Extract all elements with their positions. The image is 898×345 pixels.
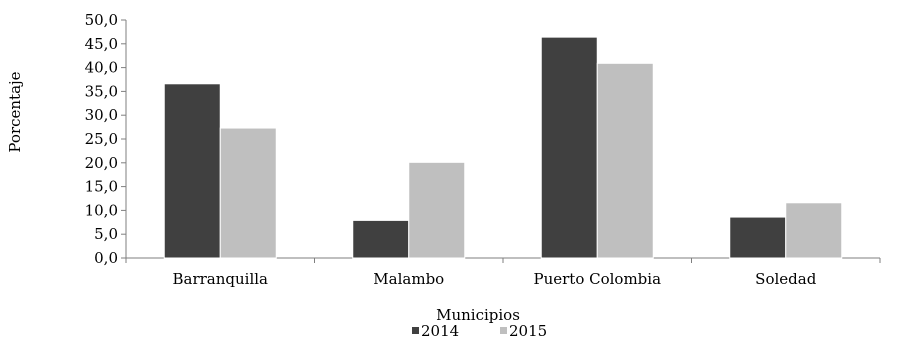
y-tick-label: 45,0 — [85, 35, 118, 53]
y-tick-label: 15,0 — [85, 178, 118, 196]
bar-2015-soledad — [785, 202, 843, 259]
x-tick-label: Malambo — [373, 270, 444, 288]
y-axis-title: Porcentaje — [6, 71, 24, 152]
legend: 2014 2015 — [412, 322, 547, 340]
y-tick-label: 25,0 — [85, 130, 118, 148]
x-tick-label: Barranquilla — [172, 270, 268, 288]
x-axis: Barranquilla Malambo Puerto Colombia Soleda… — [125, 257, 881, 288]
y-tick-label: 5,0 — [94, 225, 118, 243]
bar-2014-puerto-colombia — [540, 36, 598, 259]
y-axis: 0,0 5,0 10,0 15,0 20,0 25,0 30,0 35,0 40,0 45,0 50… — [85, 11, 127, 267]
y-tick-label: 10,0 — [85, 201, 118, 219]
y-tick-label: 35,0 — [85, 82, 118, 100]
bar-2014-barranquilla — [163, 83, 221, 259]
x-tick-label: Soledad — [755, 270, 817, 288]
legend-label: 2014 — [421, 322, 459, 340]
y-tick-label: 40,0 — [85, 59, 118, 77]
bar-2015-puerto-colombia — [596, 62, 654, 259]
y-tick-label: 50,0 — [85, 11, 118, 29]
bars — [163, 36, 843, 259]
legend-swatch — [412, 327, 419, 334]
bar-2015-malambo — [408, 161, 466, 259]
y-tick-label: 0,0 — [94, 249, 118, 267]
x-tick-label: Puerto Colombia — [533, 270, 661, 288]
y-tick-label: 20,0 — [85, 154, 118, 172]
legend-swatch — [500, 327, 507, 334]
y-tick-label: 30,0 — [85, 106, 118, 124]
bar-2014-soledad — [729, 216, 787, 259]
bar-2015-barranquilla — [219, 127, 277, 259]
bar-2014-malambo — [352, 219, 410, 259]
legend-label: 2015 — [509, 322, 547, 340]
x-axis-title: Municipios — [436, 306, 520, 324]
